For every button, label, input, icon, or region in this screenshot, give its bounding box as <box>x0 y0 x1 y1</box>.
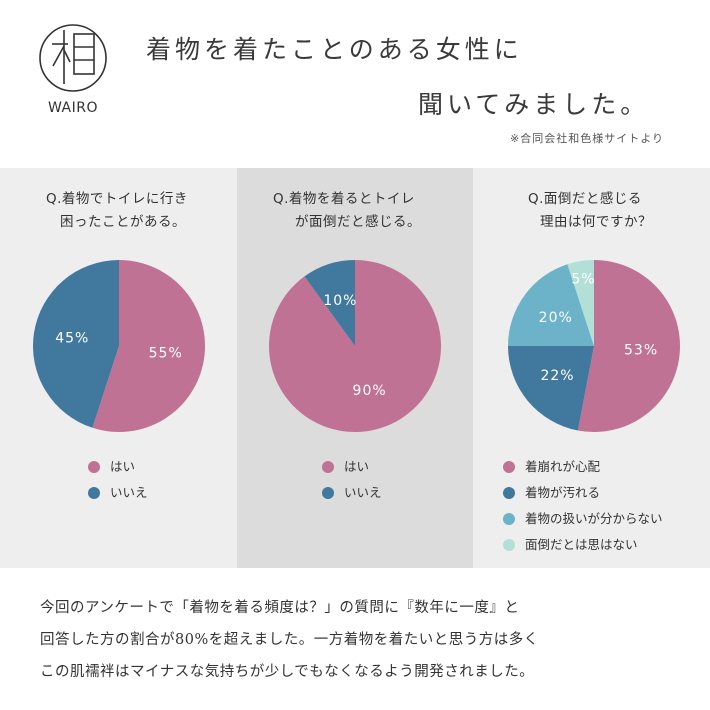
legend-dot-icon <box>503 513 515 525</box>
pie-slice-label-2: 45% <box>55 331 89 347</box>
body-line-1: 今回のアンケートで「着物を着る頻度は？」の質問に『数年に一度』と <box>40 600 520 616</box>
page-title-line-2: 聞いてみました。 <box>418 90 650 119</box>
legend-label: 着物が汚れる <box>525 485 601 500</box>
legend-3: 着崩れが心配 着物が汚れる着物の扱いが分からない 面倒だとは思はない <box>503 460 663 564</box>
legend-dot-icon <box>322 461 334 473</box>
legend-2: はい いいえ <box>322 460 382 512</box>
legend-item-4: 面倒だとは思はない <box>503 538 663 564</box>
pie-slice-label-4: 5% <box>571 272 595 288</box>
wairo-logo-mark-icon <box>39 24 107 92</box>
legend-item-1: はい <box>322 460 382 486</box>
question-1: Q.着物でトイレに行き 困ったことがある。 <box>46 188 188 234</box>
question-2-line-2: が面倒だと感じる。 <box>295 214 421 230</box>
survey-panel-1: Q.着物でトイレに行き 困ったことがある。 55% 45% はいいいえ <box>0 168 237 568</box>
source-note: ※合同会社和色様サイトより <box>510 132 664 145</box>
legend-item-2: 着物が汚れる <box>503 486 663 512</box>
pie-chart-2: 90% 10% <box>269 260 441 432</box>
legend-label: いいえ <box>110 485 148 500</box>
legend-label: 着物の扱いが分からない <box>525 511 663 526</box>
logo-text: WAIRO <box>47 100 99 116</box>
legend-dot-icon <box>503 461 515 473</box>
pie-slice-1 <box>92 260 206 433</box>
question-1-line-2: 困ったことがある。 <box>60 214 186 230</box>
legend-item-1: 着崩れが心配 <box>503 460 663 486</box>
question-3-line-2: 理由は何ですか？ <box>540 214 652 230</box>
legend-item-2: いいえ <box>322 486 382 512</box>
pie-slice-label-3: 20% <box>539 310 573 326</box>
question-2: Q.着物を着るとトイレ が面倒だと感じる。 <box>273 188 421 234</box>
survey-panels: Q.着物でトイレに行き 困ったことがある。 55% 45% はいいいえ Q.着物を… <box>0 168 710 568</box>
pie-slice-label-2: 22% <box>540 368 574 384</box>
legend-item-1: はい <box>88 460 148 486</box>
pie-chart-3: 53% 22% 20% 5% <box>508 260 681 432</box>
survey-panel-2: Q.着物を着るとトイレ が面倒だと感じる。 90% 10% はいいいえ <box>237 168 473 568</box>
legend-label: 面倒だとは思はない <box>525 537 638 552</box>
pie-slice-2 <box>33 260 119 428</box>
body-line-2: 回答した方の割合が80%を超えました。一方着物を着たいと思う方は多く <box>40 632 539 648</box>
body-line-3: この肌襦袢はマイナスな気持ちが少しでもなくなるよう開発されました。 <box>40 664 535 680</box>
question-2-line-1: Q.着物を着るとトイレ <box>273 191 415 207</box>
pie-slice-label-1: 53% <box>624 342 658 358</box>
page-title-line-1: 着物を着たことのある女性に <box>146 35 523 64</box>
legend-label: 着崩れが心配 <box>525 459 601 474</box>
pie-slice-1 <box>577 260 681 432</box>
pie-chart-1: 55% 45% <box>33 260 206 433</box>
question-3-line-1: Q.面倒だと感じる <box>528 191 642 207</box>
legend-label: いいえ <box>344 485 382 500</box>
legend-item-2: いいえ <box>88 486 148 512</box>
pie-slice-label-1: 55% <box>149 345 183 361</box>
body-paragraph: 今回のアンケートで「着物を着る頻度は？」の質問に『数年に一度』と 回答した方の割… <box>40 592 680 688</box>
legend-dot-icon <box>322 487 334 499</box>
legend-dot-icon <box>88 461 100 473</box>
wairo-logo: WAIRO <box>34 22 112 118</box>
pie-slice-3 <box>508 264 594 346</box>
legend-1: はい いいえ <box>88 460 148 512</box>
pie-slice-2 <box>508 346 594 431</box>
legend-dot-icon <box>503 539 515 551</box>
legend-dot-icon <box>88 487 100 499</box>
legend-label: はい <box>344 459 370 474</box>
pie-slice-label-1: 90% <box>353 383 387 399</box>
legend-label: はい <box>110 459 136 474</box>
question-1-line-1: Q.着物でトイレに行き <box>46 191 188 207</box>
question-3: Q.面倒だと感じる 理由は何ですか？ <box>528 188 652 234</box>
pie-slice-4 <box>567 260 594 346</box>
survey-panel-3: Q.面倒だと感じる 理由は何ですか？ 53% 22% 20% 5% 着崩れが心配 着物が… <box>473 168 710 568</box>
legend-item-3: 着物の扱いが分からない <box>503 512 663 538</box>
legend-dot-icon <box>503 487 515 499</box>
pie-slice-label-2: 10% <box>323 293 357 309</box>
pie-slice-2 <box>304 260 355 346</box>
